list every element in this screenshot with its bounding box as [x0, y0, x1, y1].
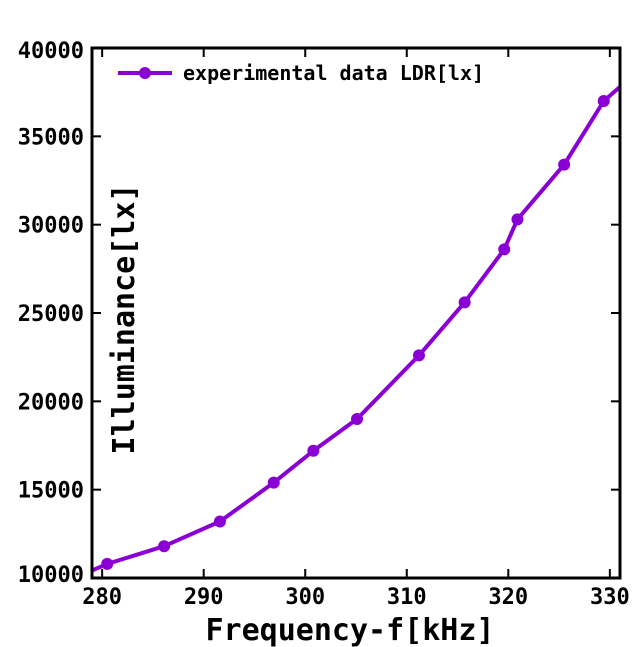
data-point — [351, 413, 364, 425]
y-tick-label: 15000 — [18, 479, 84, 504]
data-point — [412, 349, 425, 362]
legend-marker — [139, 67, 151, 79]
legend: experimental data LDR[lx] — [118, 61, 484, 85]
data-point — [458, 296, 471, 309]
data-point — [498, 243, 511, 256]
x-tick-label: 310 — [387, 585, 427, 610]
y-axis-title: Illuminance[lx] — [107, 184, 142, 455]
y-tick-label: 20000 — [18, 390, 84, 415]
series-line — [90, 85, 622, 573]
y-tick-label: 10000 — [18, 563, 84, 588]
y-tick-label: 35000 — [18, 125, 84, 150]
x-tick-label: 300 — [285, 585, 325, 610]
x-axis-title: Frequency-f[kHz] — [206, 613, 495, 647]
x-tick-label: 330 — [590, 585, 630, 610]
data-point — [511, 213, 524, 226]
data-point — [267, 476, 280, 489]
y-tick-label: 30000 — [18, 214, 84, 239]
plot-frame — [90, 46, 622, 580]
data-point — [158, 540, 171, 553]
x-tick-label: 290 — [184, 585, 224, 610]
data-point — [307, 444, 320, 457]
y-tick-label: 40000 — [18, 39, 84, 64]
data-point — [101, 557, 114, 570]
axis-ticks: 280 290 300 310 320 330 10000 15000 20000 25000 30… — [18, 39, 630, 610]
data-point — [558, 158, 571, 171]
plot-marks — [90, 85, 622, 573]
y-tick-label: 25000 — [18, 302, 84, 327]
legend-label: experimental data LDR[lx] — [183, 61, 484, 85]
data-point — [213, 515, 226, 528]
data-point — [597, 95, 610, 107]
x-tick-label: 320 — [488, 585, 528, 610]
x-tick-label: 280 — [82, 585, 122, 610]
